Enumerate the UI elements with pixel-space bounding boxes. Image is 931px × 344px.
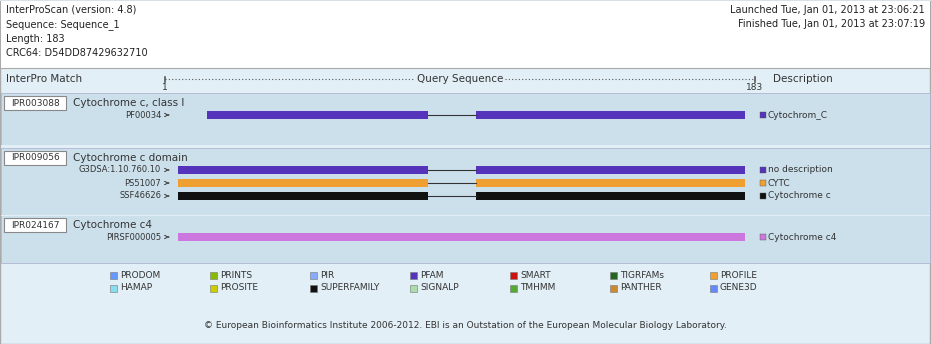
Bar [178,192,427,200]
Text: Cytochrome c domain: Cytochrome c domain [73,153,188,163]
Text: PFAM: PFAM [420,270,443,279]
Text: PRINTS: PRINTS [220,270,252,279]
Text: SSF46626: SSF46626 [119,192,161,201]
Text: PROSITE: PROSITE [220,283,258,292]
Text: PIRSF000005: PIRSF000005 [106,233,161,241]
Text: Description: Description [773,74,832,84]
Text: PS51007: PS51007 [124,179,161,187]
Bar [178,233,746,241]
Bar [477,192,746,200]
FancyBboxPatch shape [4,96,66,110]
Text: IPR009056: IPR009056 [10,153,60,162]
Text: PROFILE: PROFILE [720,270,757,279]
Bar [1,68,930,93]
Bar [410,284,417,291]
Text: TMHMM: TMHMM [520,283,556,292]
FancyBboxPatch shape [4,151,66,165]
Bar [110,284,117,291]
Bar [207,111,427,119]
Text: IPR024167: IPR024167 [11,221,60,229]
Text: Cytochrom_C: Cytochrom_C [768,110,828,119]
Bar [477,166,746,174]
Bar [1,93,930,145]
Bar [510,284,517,291]
Text: 1: 1 [162,84,168,93]
Text: no description: no description [768,165,832,174]
Bar [610,284,617,291]
Text: PANTHER: PANTHER [620,283,662,292]
Bar [178,179,427,187]
Text: © European Bioinformatics Institute 2006-2012. EBI is an Outstation of the Europ: © European Bioinformatics Institute 2006… [204,322,727,331]
Text: InterPro Match: InterPro Match [6,74,82,84]
Text: Cytochrome c, class I: Cytochrome c, class I [73,98,184,108]
Bar [760,234,766,240]
Bar [477,111,746,119]
Text: Cytochrome c: Cytochrome c [768,192,830,201]
Bar [477,179,746,187]
Text: 183: 183 [747,84,763,93]
Text: SIGNALP: SIGNALP [420,283,459,292]
Bar [760,167,766,173]
Text: G3DSA:1.10.760.10: G3DSA:1.10.760.10 [79,165,161,174]
Bar [1,145,930,148]
Text: Query Sequence: Query Sequence [417,74,503,84]
Bar [410,271,417,279]
Bar [210,271,217,279]
Bar [710,271,717,279]
Text: PRODOM: PRODOM [120,270,160,279]
Text: Cytochrome c4: Cytochrome c4 [768,233,836,241]
Text: InterProScan (version: 4.8)
Sequence: Sequence_1
Length: 183
CRC64: D54DD8742963: InterProScan (version: 4.8) Sequence: Se… [6,5,148,58]
Bar [510,271,517,279]
Bar [1,1,930,68]
Text: GENE3D: GENE3D [720,283,758,292]
Bar [110,271,117,279]
Bar [210,284,217,291]
Text: HAMAP: HAMAP [120,283,152,292]
Bar [760,112,766,118]
Bar [610,271,617,279]
Bar [1,145,930,148]
Text: PF00034: PF00034 [125,110,161,119]
Bar [310,284,317,291]
Text: SMART: SMART [520,270,550,279]
Bar [1,215,930,216]
Bar [310,271,317,279]
Text: CYTC: CYTC [768,179,790,187]
Bar [178,166,427,174]
FancyBboxPatch shape [4,218,66,232]
Text: Launched Tue, Jan 01, 2013 at 23:06:21
Finished Tue, Jan 01, 2013 at 23:07:19: Launched Tue, Jan 01, 2013 at 23:06:21 F… [730,5,925,29]
Bar [1,215,930,263]
Text: IPR003088: IPR003088 [10,98,60,107]
Bar [1,148,930,216]
Text: Cytochrome c4: Cytochrome c4 [73,220,152,230]
Bar [1,215,930,216]
Bar [760,193,766,199]
Text: TIGRFAMs: TIGRFAMs [620,270,664,279]
Bar [710,284,717,291]
Bar [760,180,766,186]
Text: SUPERFAMILY: SUPERFAMILY [320,283,379,292]
Text: PIR: PIR [320,270,334,279]
